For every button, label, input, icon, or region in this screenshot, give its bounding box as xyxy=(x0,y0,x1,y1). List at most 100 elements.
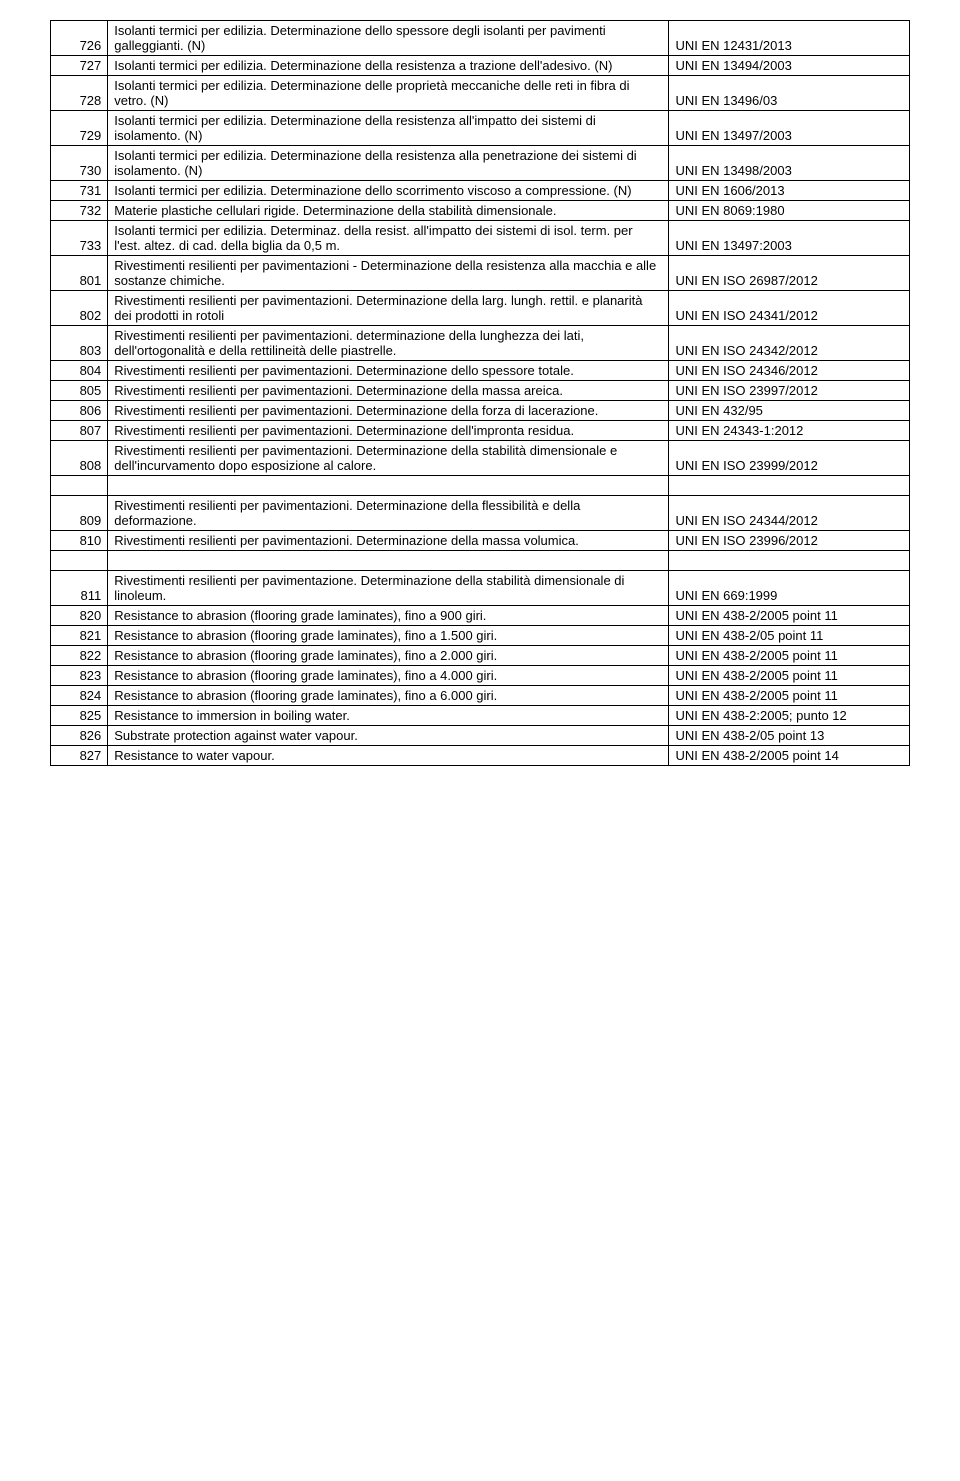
row-number: 822 xyxy=(51,646,108,666)
row-number: 728 xyxy=(51,76,108,111)
table-row: 733Isolanti termici per edilizia. Determ… xyxy=(51,221,910,256)
row-number: 824 xyxy=(51,686,108,706)
row-description: Rivestimenti resilienti per pavimentazio… xyxy=(108,361,669,381)
table-row: 823Resistance to abrasion (flooring grad… xyxy=(51,666,910,686)
row-number: 811 xyxy=(51,571,108,606)
row-standard: UNI EN 13494/2003 xyxy=(669,56,910,76)
table-row: 729Isolanti termici per edilizia. Determ… xyxy=(51,111,910,146)
table-row: 827Resistance to water vapour.UNI EN 438… xyxy=(51,746,910,766)
row-description: Resistance to abrasion (flooring grade l… xyxy=(108,686,669,706)
table-row: 811Rivestimenti resilienti per pavimenta… xyxy=(51,571,910,606)
row-number: 808 xyxy=(51,441,108,476)
row-standard: UNI EN 24343-1:2012 xyxy=(669,421,910,441)
row-standard: UNI EN 13497/2003 xyxy=(669,111,910,146)
row-number: 825 xyxy=(51,706,108,726)
row-number: 733 xyxy=(51,221,108,256)
row-description: Rivestimenti resilienti per pavimentazio… xyxy=(108,256,669,291)
row-number: 727 xyxy=(51,56,108,76)
row-description: Rivestimenti resilienti per pavimentazio… xyxy=(108,571,669,606)
table-row: 822Resistance to abrasion (flooring grad… xyxy=(51,646,910,666)
row-standard: UNI EN 438-2/05 point 11 xyxy=(669,626,910,646)
row-number: 729 xyxy=(51,111,108,146)
row-description: Rivestimenti resilienti per pavimentazio… xyxy=(108,531,669,551)
row-description: Rivestimenti resilienti per pavimentazio… xyxy=(108,441,669,476)
table-row: 805Rivestimenti resilienti per pavimenta… xyxy=(51,381,910,401)
row-standard: UNI EN ISO 24341/2012 xyxy=(669,291,910,326)
row-description: Isolanti termici per edilizia. Determina… xyxy=(108,56,669,76)
row-number: 726 xyxy=(51,21,108,56)
row-description: Resistance to abrasion (flooring grade l… xyxy=(108,666,669,686)
table-row: 810Rivestimenti resilienti per pavimenta… xyxy=(51,531,910,551)
row-standard: UNI EN 438-2/2005 point 14 xyxy=(669,746,910,766)
row-standard: UNI EN 13496/03 xyxy=(669,76,910,111)
row-number: 826 xyxy=(51,726,108,746)
row-description: Isolanti termici per edilizia. Determina… xyxy=(108,21,669,56)
table-row: 807Rivestimenti resilienti per pavimenta… xyxy=(51,421,910,441)
row-description: Resistance to water vapour. xyxy=(108,746,669,766)
row-number: 820 xyxy=(51,606,108,626)
row-number: 803 xyxy=(51,326,108,361)
row-standard: UNI EN ISO 24346/2012 xyxy=(669,361,910,381)
spacer-row xyxy=(51,476,910,496)
row-description: Rivestimenti resilienti per pavimentazio… xyxy=(108,401,669,421)
table-row: 728Isolanti termici per edilizia. Determ… xyxy=(51,76,910,111)
table-row: 820Resistance to abrasion (flooring grad… xyxy=(51,606,910,626)
row-standard: UNI EN 13497:2003 xyxy=(669,221,910,256)
row-description: Isolanti termici per edilizia. Determina… xyxy=(108,181,669,201)
table-row: 803Rivestimenti resilienti per pavimenta… xyxy=(51,326,910,361)
row-number: 730 xyxy=(51,146,108,181)
row-standard: UNI EN 432/95 xyxy=(669,401,910,421)
table-row: 809Rivestimenti resilienti per pavimenta… xyxy=(51,496,910,531)
row-standard: UNI EN 438-2/2005 point 11 xyxy=(669,646,910,666)
standards-table: 726Isolanti termici per edilizia. Determ… xyxy=(50,20,910,766)
row-description: Isolanti termici per edilizia. Determina… xyxy=(108,111,669,146)
row-standard: UNI EN 13498/2003 xyxy=(669,146,910,181)
row-number: 810 xyxy=(51,531,108,551)
table-row: 726Isolanti termici per edilizia. Determ… xyxy=(51,21,910,56)
row-description: Materie plastiche cellulari rigide. Dete… xyxy=(108,201,669,221)
row-description: Isolanti termici per edilizia. Determina… xyxy=(108,76,669,111)
row-standard: UNI EN ISO 23997/2012 xyxy=(669,381,910,401)
row-number: 809 xyxy=(51,496,108,531)
row-description: Substrate protection against water vapou… xyxy=(108,726,669,746)
row-standard: UNI EN ISO 24342/2012 xyxy=(669,326,910,361)
table-row: 801Rivestimenti resilienti per pavimenta… xyxy=(51,256,910,291)
row-number: 732 xyxy=(51,201,108,221)
table-row: 802Rivestimenti resilienti per pavimenta… xyxy=(51,291,910,326)
row-description: Rivestimenti resilienti per pavimentazio… xyxy=(108,291,669,326)
table-row: 806Rivestimenti resilienti per pavimenta… xyxy=(51,401,910,421)
table-row: 808Rivestimenti resilienti per pavimenta… xyxy=(51,441,910,476)
spacer-row xyxy=(51,551,910,571)
row-description: Resistance to abrasion (flooring grade l… xyxy=(108,626,669,646)
row-standard: UNI EN 438-2:2005; punto 12 xyxy=(669,706,910,726)
row-standard: UNI EN ISO 26987/2012 xyxy=(669,256,910,291)
row-standard: UNI EN 438-2/05 point 13 xyxy=(669,726,910,746)
table-row: 825Resistance to immersion in boiling wa… xyxy=(51,706,910,726)
row-number: 804 xyxy=(51,361,108,381)
row-number: 823 xyxy=(51,666,108,686)
table-row: 730Isolanti termici per edilizia. Determ… xyxy=(51,146,910,181)
row-number: 827 xyxy=(51,746,108,766)
row-number: 806 xyxy=(51,401,108,421)
row-standard: UNI EN 8069:1980 xyxy=(669,201,910,221)
row-standard: UNI EN ISO 24344/2012 xyxy=(669,496,910,531)
row-description: Isolanti termici per edilizia. Determina… xyxy=(108,146,669,181)
row-standard: UNI EN 438-2/2005 point 11 xyxy=(669,686,910,706)
row-number: 802 xyxy=(51,291,108,326)
row-number: 801 xyxy=(51,256,108,291)
row-description: Resistance to abrasion (flooring grade l… xyxy=(108,646,669,666)
row-description: Rivestimenti resilienti per pavimentazio… xyxy=(108,326,669,361)
table-row: 824Resistance to abrasion (flooring grad… xyxy=(51,686,910,706)
table-row: 731Isolanti termici per edilizia. Determ… xyxy=(51,181,910,201)
row-standard: UNI EN 12431/2013 xyxy=(669,21,910,56)
row-description: Rivestimenti resilienti per pavimentazio… xyxy=(108,421,669,441)
row-number: 731 xyxy=(51,181,108,201)
row-description: Resistance to immersion in boiling water… xyxy=(108,706,669,726)
row-standard: UNI EN ISO 23996/2012 xyxy=(669,531,910,551)
row-number: 807 xyxy=(51,421,108,441)
table-row: 732Materie plastiche cellulari rigide. D… xyxy=(51,201,910,221)
row-description: Rivestimenti resilienti per pavimentazio… xyxy=(108,496,669,531)
row-standard: UNI EN ISO 23999/2012 xyxy=(669,441,910,476)
row-standard: UNI EN 1606/2013 xyxy=(669,181,910,201)
row-standard: UNI EN 669:1999 xyxy=(669,571,910,606)
